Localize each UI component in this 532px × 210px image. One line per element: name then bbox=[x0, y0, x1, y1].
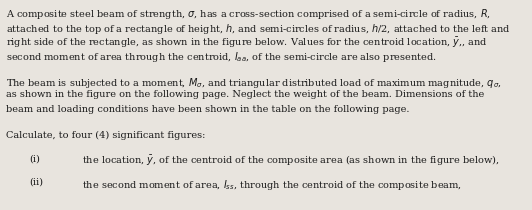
Text: the location, $\bar{y}$, of the centroid of the composite area (as shown in the : the location, $\bar{y}$, of the centroid… bbox=[82, 154, 500, 168]
Text: (ii): (ii) bbox=[29, 178, 43, 187]
Text: Calculate, to four (4) significant figures:: Calculate, to four (4) significant figur… bbox=[6, 130, 206, 139]
Text: The beam is subjected to a moment, $M_\sigma$, and triangular distributed load o: The beam is subjected to a moment, $M_\s… bbox=[6, 76, 502, 90]
Text: A composite steel beam of strength, $\sigma$, has a cross-section comprised of a: A composite steel beam of strength, $\si… bbox=[6, 7, 491, 21]
Text: second moment of area through the centroid, $I_{aa}$, of the semi-circle are als: second moment of area through the centro… bbox=[6, 50, 437, 64]
Text: beam and loading conditions have been shown in the table on the following page.: beam and loading conditions have been sh… bbox=[6, 105, 410, 114]
Text: right side of the rectangle, as shown in the figure below. Values for the centro: right side of the rectangle, as shown in… bbox=[6, 36, 488, 50]
Text: the second moment of area, $I_{ss}$, through the centroid of the composite beam,: the second moment of area, $I_{ss}$, thr… bbox=[82, 178, 462, 192]
Text: (i): (i) bbox=[29, 154, 40, 163]
Text: attached to the top of a rectangle of height, $h$, and semi-circles of radius, $: attached to the top of a rectangle of he… bbox=[6, 22, 511, 36]
Text: as shown in the figure on the following page. Neglect the weight of the beam. Di: as shown in the figure on the following … bbox=[6, 90, 485, 99]
